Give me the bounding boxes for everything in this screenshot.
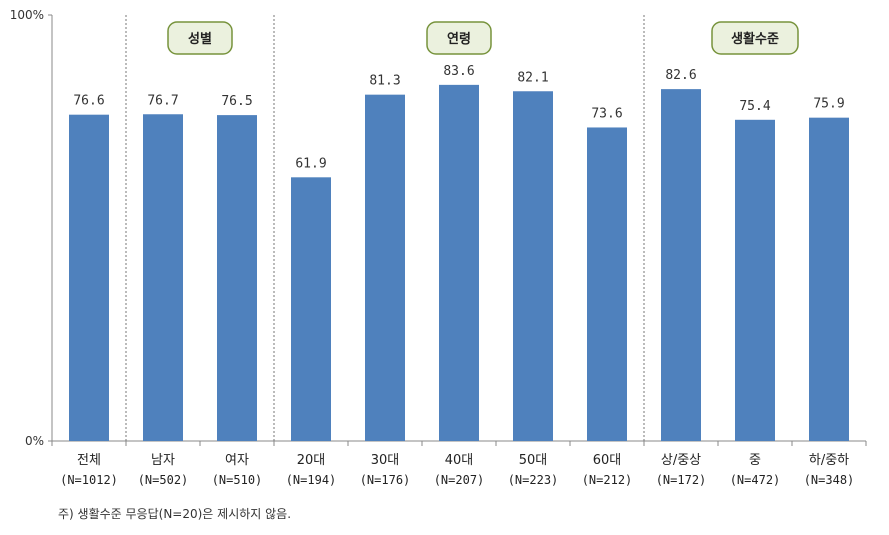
bar	[439, 84, 479, 441]
value-label: 81.3	[369, 74, 400, 89]
x-tick-label: 전체	[77, 453, 101, 468]
x-tick-label: 60대	[593, 453, 622, 468]
value-label: 75.4	[739, 99, 770, 114]
value-label: 82.1	[517, 70, 548, 85]
value-label: 73.6	[591, 106, 622, 121]
bar	[69, 114, 109, 442]
y-tick-label: 100%	[10, 8, 44, 22]
x-tick-label: 여자	[225, 453, 249, 468]
value-label: 82.6	[665, 68, 696, 83]
bar	[143, 114, 183, 442]
x-tick-label: 중	[749, 453, 761, 468]
value-label: 76.7	[147, 93, 178, 108]
value-label: 75.9	[813, 97, 844, 112]
y-tick-label: 0%	[25, 434, 44, 448]
x-tick-sublabel: (N=212)	[582, 473, 633, 487]
group-label: 성별	[188, 31, 212, 47]
x-tick-label: 남자	[151, 453, 175, 468]
bar	[661, 89, 701, 442]
bar	[587, 127, 627, 442]
x-tick-sublabel: (N=510)	[212, 473, 263, 487]
x-tick-sublabel: (N=1012)	[60, 473, 118, 487]
x-tick-label: 상/중상	[661, 453, 701, 468]
bar	[291, 177, 331, 441]
value-label: 76.6	[73, 94, 104, 109]
group-label-box	[167, 21, 233, 55]
bar	[217, 115, 257, 442]
x-tick-sublabel: (N=223)	[508, 473, 559, 487]
x-tick-sublabel: (N=502)	[138, 473, 189, 487]
x-tick-label: 40대	[445, 453, 474, 468]
x-tick-sublabel: (N=172)	[656, 473, 707, 487]
value-label: 61.9	[295, 156, 326, 171]
bar	[735, 119, 775, 442]
x-tick-sublabel: (N=176)	[360, 473, 411, 487]
x-tick-sublabel: (N=472)	[730, 473, 781, 487]
x-tick-label: 50대	[519, 453, 548, 468]
x-tick-sublabel: (N=207)	[434, 473, 485, 487]
x-tick-sublabel: (N=194)	[286, 473, 337, 487]
x-tick-label: 20대	[297, 453, 326, 468]
footnote: 주) 생활수준 무응답(N=20)은 제시하지 않음.	[58, 507, 292, 521]
value-label: 83.6	[443, 64, 474, 79]
bar-chart: 100% 0% 성별 연령 생활수준 76.6 전체 (N=1012) 76.7 남자 (N=502…	[10, 8, 867, 487]
group-label-box	[426, 21, 492, 55]
group-label: 연령	[447, 32, 471, 47]
bar	[365, 94, 405, 442]
value-label: 76.5	[221, 94, 252, 109]
bar	[809, 117, 849, 441]
x-tick-sublabel: (N=348)	[804, 473, 855, 487]
x-tick-label: 하/중하	[809, 453, 849, 468]
group-label: 생활수준	[731, 31, 779, 47]
x-tick-label: 30대	[371, 453, 400, 468]
bar	[513, 91, 553, 441]
group-label-box	[711, 21, 799, 55]
